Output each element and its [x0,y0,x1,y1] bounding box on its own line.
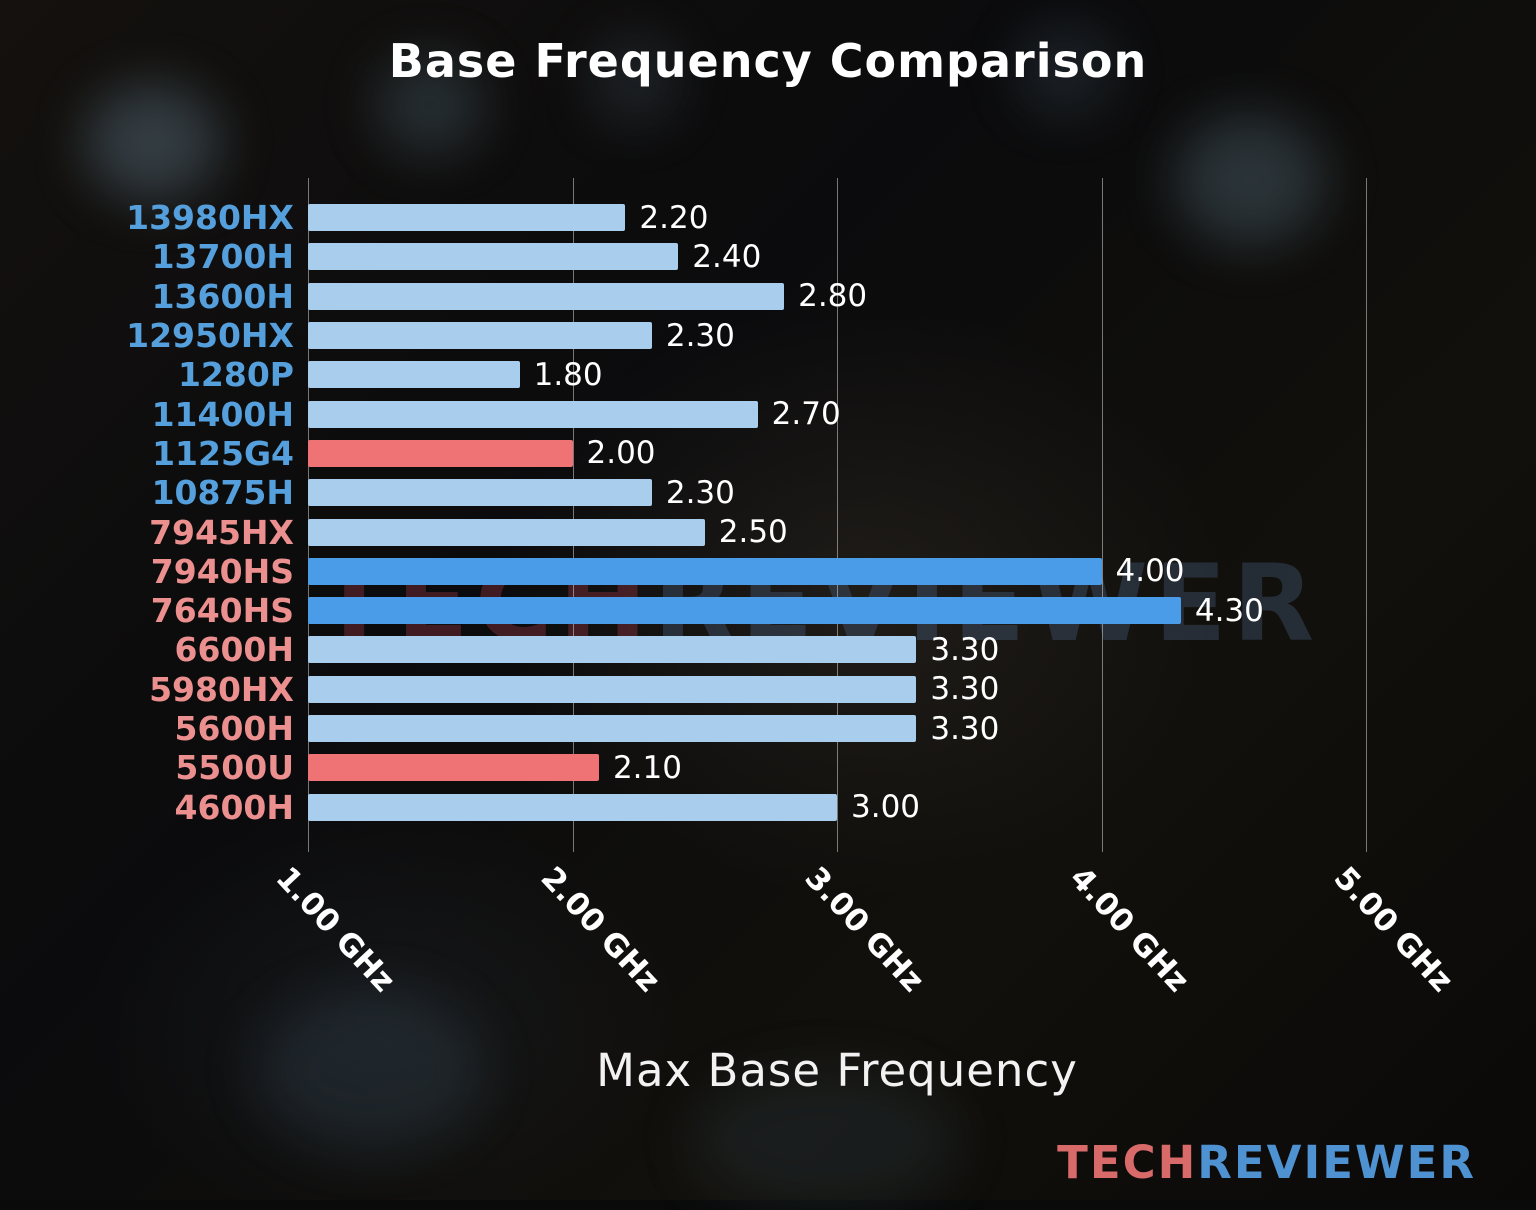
bar-row: 5500U 2.10 [0,748,1536,787]
category-label: 5600H [174,709,294,748]
x-axis-title: Max Base Frequency [596,1044,1078,1097]
value-label: 2.80 [798,278,868,315]
bar-row: 5980HX 3.30 [0,670,1536,709]
bar-row: 13600H 2.80 [0,277,1536,316]
background-bokeh [375,55,485,155]
bar [308,675,917,703]
bar-row: 1125G4 2.00 [0,434,1536,473]
value-label: 3.30 [930,631,1000,668]
bar-row: 6600H 3.30 [0,630,1536,669]
category-label: 6600H [174,630,294,670]
value-label: 1.80 [533,356,603,393]
bar-row: 13700H 2.40 [0,237,1536,276]
bar-row: 10875H 2.30 [0,473,1536,512]
bar [308,479,652,507]
value-label: 3.00 [851,789,921,826]
bar-row: 7945HX 2.50 [0,512,1536,552]
background-bokeh [590,35,680,125]
category-label: 12950HX [126,316,294,356]
bar [308,400,758,428]
value-label: 4.30 [1194,592,1264,629]
bar-row: 5600H 3.30 [0,709,1536,748]
category-label: 7640HS [150,591,294,631]
bar [308,636,917,664]
bar [308,243,679,271]
value-label: 2.00 [586,435,656,472]
bar [308,361,520,389]
x-tick-label: 1.00 GHz [268,860,402,1000]
logo-tech-text: TECH [1057,1136,1198,1189]
brand-logo: TECHREVIEWER [1057,1136,1476,1189]
category-label: 4600H [174,787,294,827]
category-label: 7945HX [149,512,294,552]
value-label: 2.50 [718,514,788,551]
x-tick-label: 5.00 GHz [1326,860,1460,1000]
value-label: 2.30 [665,317,735,354]
bar [308,282,785,310]
bar [308,204,626,232]
bar-row: 11400H 2.70 [0,394,1536,434]
category-label: 10875H [151,473,294,513]
bar [308,597,1181,625]
category-label: 11400H [151,394,294,434]
logo-reviewer-text: REVIEWER [1197,1136,1476,1189]
background-bokeh [1175,115,1325,245]
bar-row: 7940HS 4.00 [0,552,1536,591]
category-label: 7940HS [150,551,294,591]
category-label: 13980HX [126,198,294,238]
bar [308,715,917,742]
category-label: 13700H [151,237,294,277]
background-bokeh [255,990,485,1150]
x-tick-label: 3.00 GHz [797,860,931,1000]
background-bokeh [1015,25,1115,115]
value-label: 3.30 [930,671,1000,708]
bar [308,518,705,546]
category-label: 5980HX [149,669,294,709]
value-label: 4.00 [1115,553,1185,590]
gridline [572,178,574,852]
gridline [1101,178,1103,852]
value-label: 2.10 [612,749,682,786]
chart-title: Base Frequency Comparison [388,34,1148,88]
gridline [308,178,309,852]
x-tick-label: 4.00 GHz [1062,860,1196,1000]
gridline [1366,178,1367,852]
background-bokeh [85,85,220,200]
value-label: 2.20 [639,199,709,236]
bar [308,754,599,782]
bar-rows: 13980HX 2.20 13700H 2.40 13600H 2.80 12950HX 2.… [0,198,1536,827]
plot-area [308,178,1418,852]
gridline [837,178,838,852]
category-label: 1280P [177,355,294,395]
background-bokeh [690,1070,960,1210]
bar [308,557,1102,585]
category-label: 13600H [151,276,294,316]
category-label: 1125G4 [152,433,294,473]
bar [308,439,573,467]
bar-row: 12950HX 2.30 [0,316,1536,355]
category-label: 5500U [175,748,294,788]
bar-row: 4600H 3.00 [0,787,1536,827]
bar-row: 1280P 1.80 [0,355,1536,394]
bar-row: 7640HS 4.30 [0,591,1536,630]
bar [308,322,652,350]
bar-row: 13980HX 2.20 [0,198,1536,237]
value-label: 2.30 [665,474,735,511]
bar [308,793,837,821]
x-tick-label: 2.00 GHz [533,860,667,1000]
value-label: 2.40 [692,238,762,275]
value-label: 3.30 [930,710,1000,747]
value-label: 2.70 [771,396,841,433]
